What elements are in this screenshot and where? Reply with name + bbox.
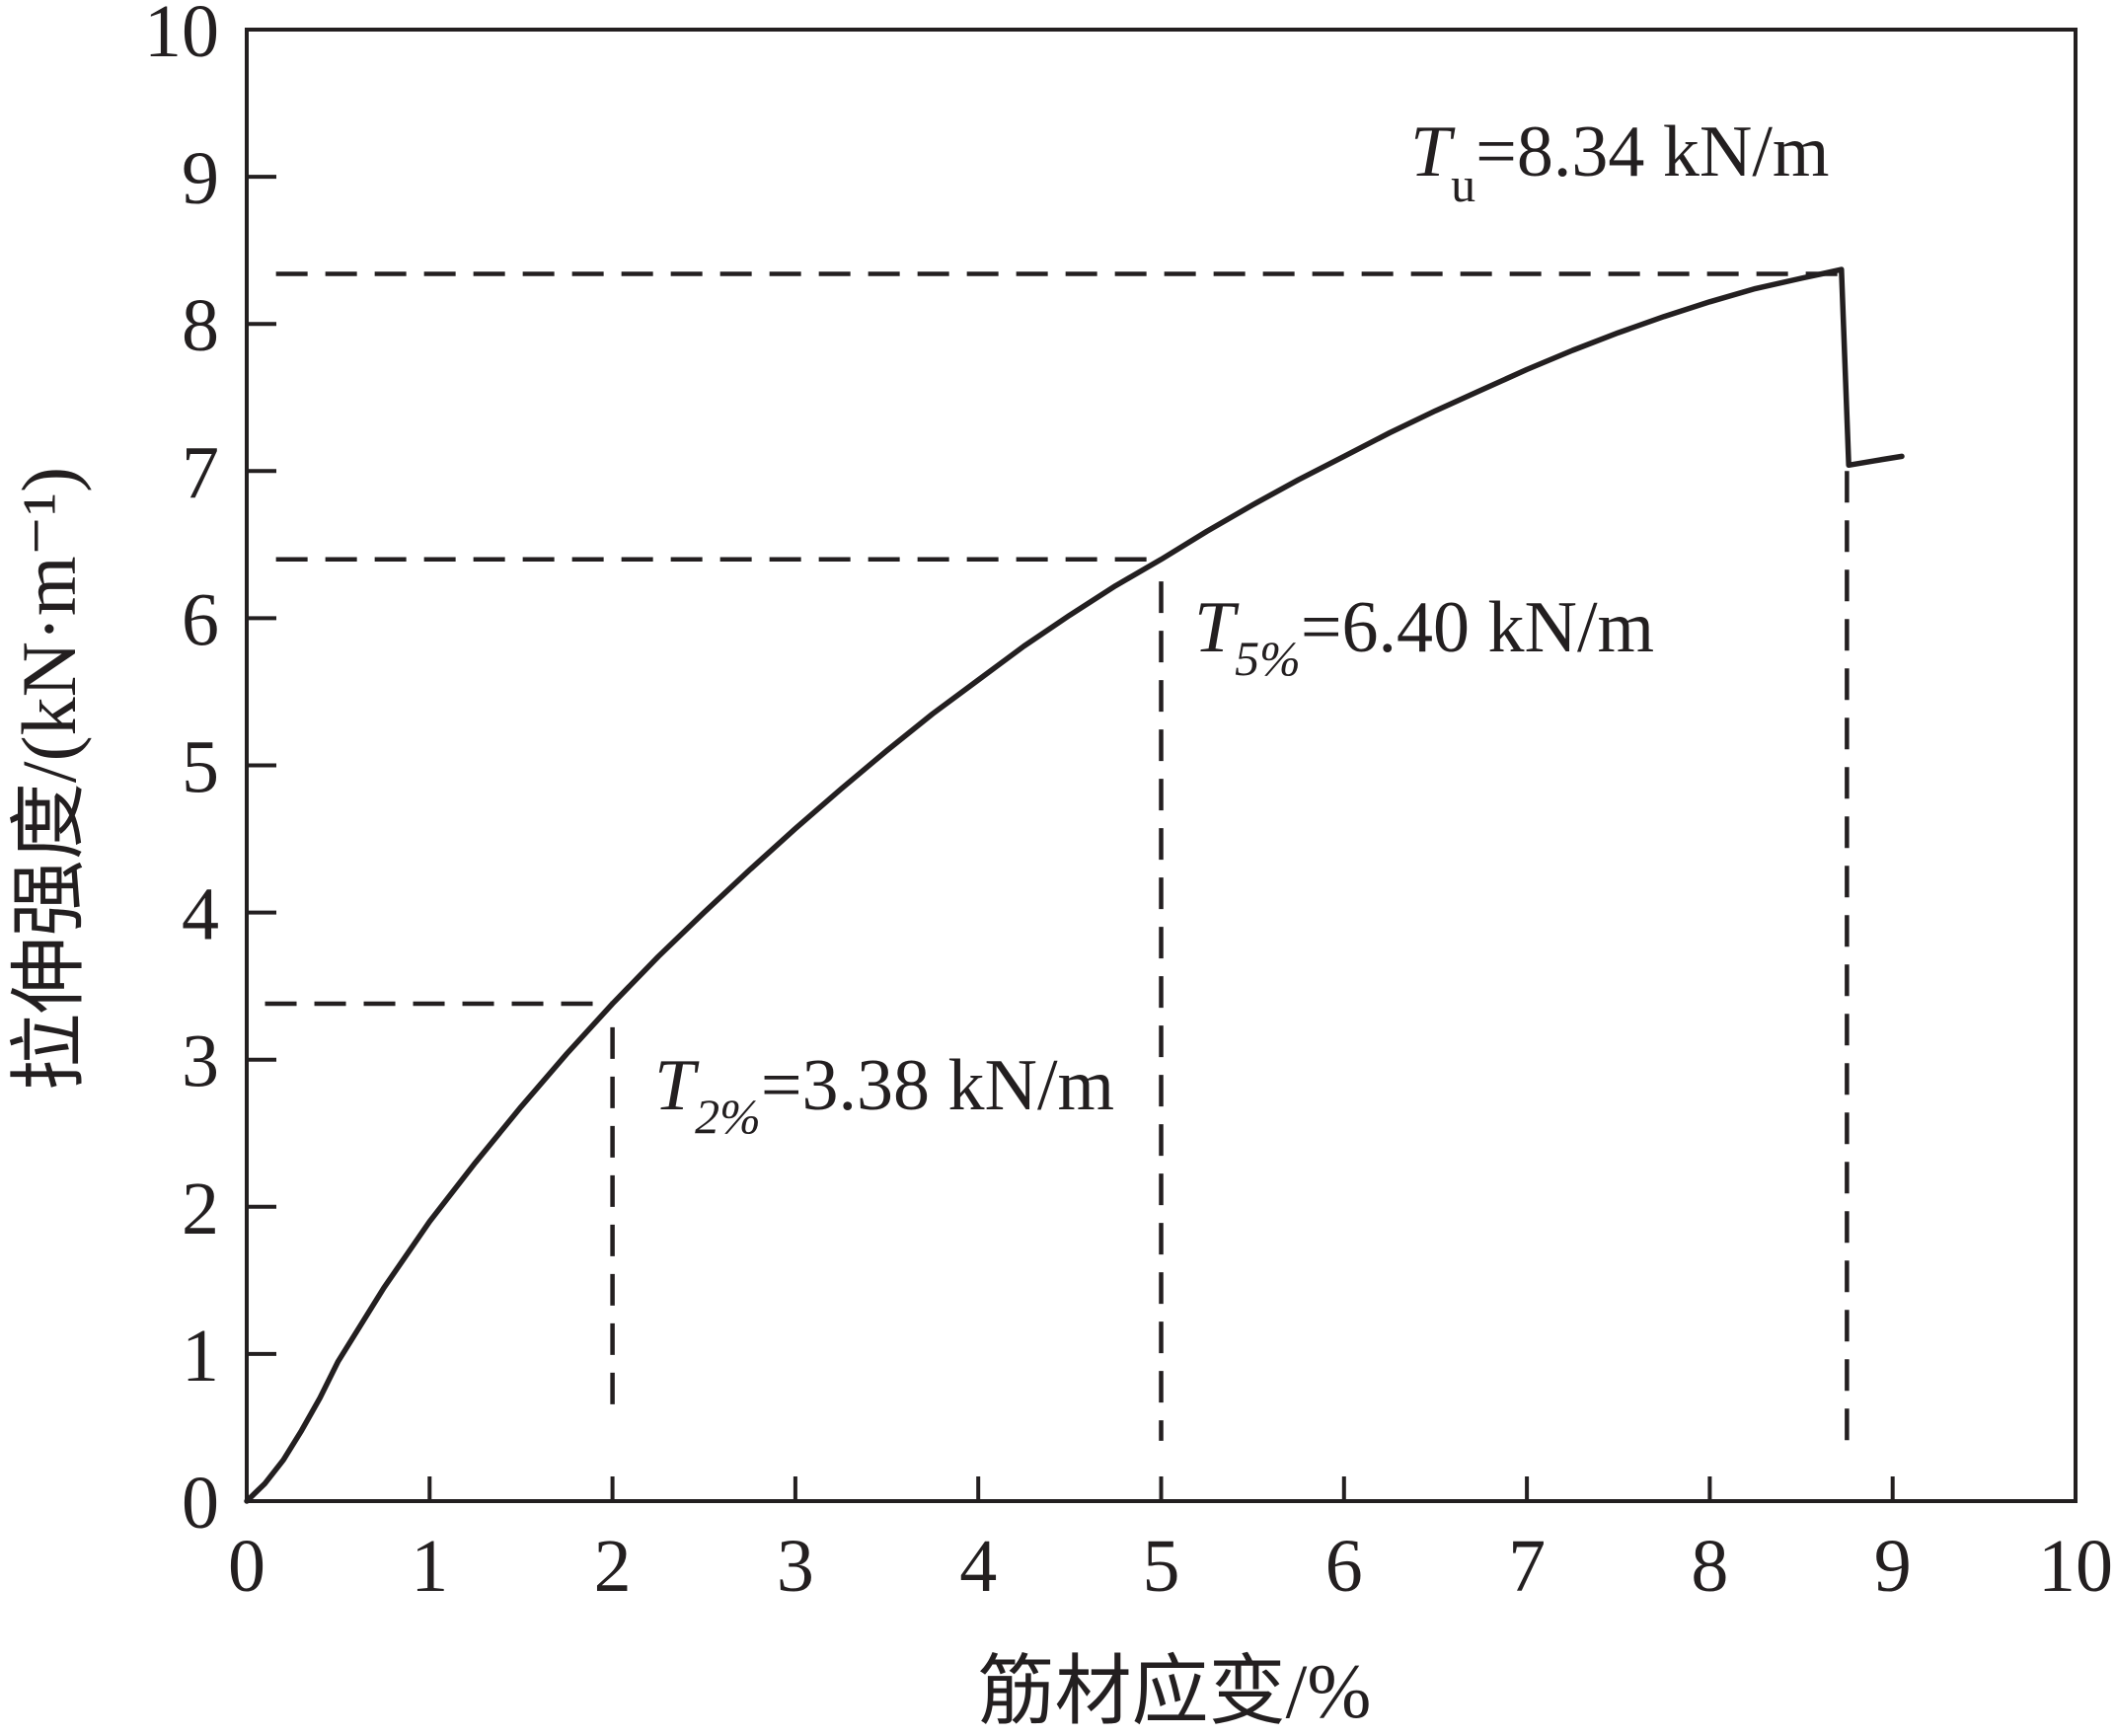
tick-marks [247,175,1895,1501]
y-tick-label: 9 [182,137,219,220]
x-tick-label: 6 [1325,1525,1363,1608]
annotation-subscript: 5% [1235,631,1301,686]
x-tick-label: 2 [594,1525,632,1608]
x-tick-label: 10 [2038,1525,2113,1608]
annotation-symbol: T [1410,112,1456,192]
annotation-subscript: 2% [695,1089,761,1144]
y-tick-label: 7 [182,431,219,514]
annotation-symbol: T [654,1045,700,1126]
annotation-value: =6.40 kN/m [1301,587,1654,668]
annotation-t-u: Tu=8.34 kN/m [1410,112,1829,212]
series-layer [244,266,1905,1504]
y-tick-label: 1 [182,1315,219,1397]
y-tick-label: 6 [182,578,219,661]
x-tick-label: 0 [228,1525,265,1608]
x-tick-label: 9 [1874,1525,1912,1608]
annotation-value: =3.38 kN/m [761,1045,1114,1126]
annotation-t-5-percent: T5%=6.40 kN/m [1194,587,1654,686]
annotation-subscript: u [1451,157,1475,212]
y-tick-label: 3 [182,1020,219,1103]
y-tick-label: 2 [182,1168,219,1250]
x-tick-label: 1 [411,1525,448,1608]
y-tick-label: 8 [182,284,219,367]
y-tick-label: 0 [182,1462,219,1545]
y-tick-label: 4 [182,873,219,956]
y-tick-label: 10 [144,0,219,73]
x-tick-label: 5 [1143,1525,1180,1608]
y-tick-label: 5 [182,726,219,809]
reference-lines [264,271,1850,1441]
x-axis-label: 筋材应变/% [978,1648,1372,1734]
x-tick-label: 4 [959,1525,997,1608]
annotation-symbol: T [1194,587,1240,668]
annotation-t-2-percent: T2%=3.38 kN/m [654,1045,1114,1144]
y-axis-label: 拉伸强度/(kN·m⁻¹) [6,467,92,1091]
x-tick-label: 7 [1508,1525,1546,1608]
annotation-value: =8.34 kN/m [1475,112,1829,192]
x-tick-label: 3 [777,1525,814,1608]
series-line [244,266,1905,1504]
tick-labels: 0 1 2 3 4 5 6 7 8 9 10 0 1 2 3 4 5 6 7 8 9 10 [144,0,2113,1608]
x-tick-label: 8 [1691,1525,1728,1608]
